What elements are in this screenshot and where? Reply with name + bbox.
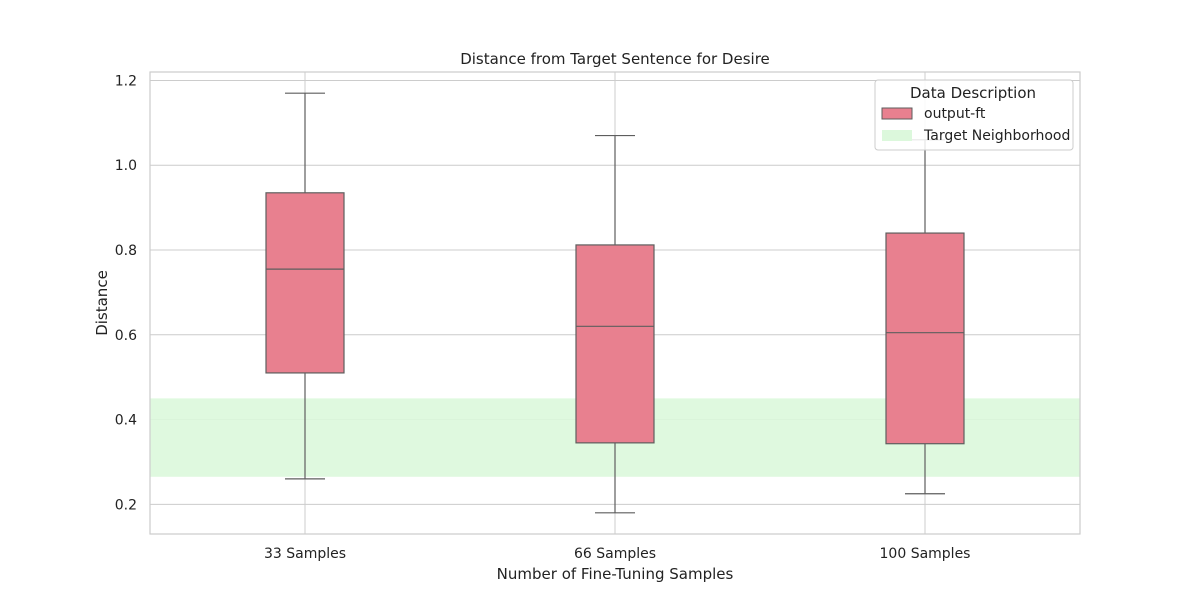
box-2 bbox=[575, 134, 655, 514]
legend: Data Description output-ft Target Neighb… bbox=[874, 79, 1074, 151]
legend-swatch-output-ft bbox=[881, 107, 913, 120]
chart-title: Distance from Target Sentence for Desire bbox=[460, 50, 770, 68]
y-tick-label: 0.6 bbox=[115, 328, 137, 344]
legend-label-output-ft: output-ft bbox=[924, 106, 986, 122]
y-tick-label: 1.2 bbox=[115, 73, 137, 89]
x-tick-labels: 33 Samples 66 Samples 100 Samples bbox=[264, 546, 971, 562]
legend-title: Data Description bbox=[910, 84, 1036, 102]
y-axis-label: Distance bbox=[93, 270, 111, 336]
x-tick-label: 66 Samples bbox=[574, 546, 656, 562]
plot-frame bbox=[149, 71, 1081, 535]
box-3 bbox=[885, 139, 965, 495]
box-layer bbox=[265, 92, 965, 514]
box-1 bbox=[265, 92, 345, 480]
iqr-box bbox=[265, 192, 345, 374]
x-axis-label: Number of Fine-Tuning Samples bbox=[497, 565, 734, 583]
y-tick-labels: 0.2 0.4 0.6 0.8 1.0 1.2 bbox=[115, 73, 137, 513]
legend-frame bbox=[874, 79, 1074, 151]
y-tick-label: 0.2 bbox=[115, 497, 137, 513]
y-tick-label: 1.0 bbox=[115, 158, 137, 174]
legend-label-target-neighborhood: Target Neighborhood bbox=[923, 128, 1070, 144]
x-tick-label: 33 Samples bbox=[264, 546, 346, 562]
x-tick-label: 100 Samples bbox=[880, 546, 971, 562]
y-tick-label: 0.4 bbox=[115, 413, 137, 429]
y-tick-label: 0.8 bbox=[115, 243, 137, 259]
iqr-box bbox=[885, 232, 965, 445]
iqr-box bbox=[575, 244, 655, 444]
legend-swatch-target-neighborhood bbox=[882, 130, 912, 141]
